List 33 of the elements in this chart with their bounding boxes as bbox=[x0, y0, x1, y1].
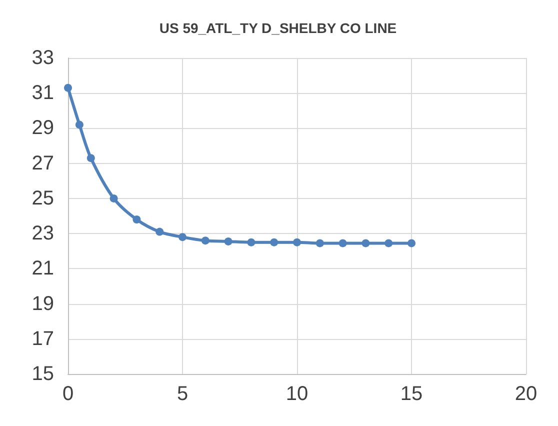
point bbox=[362, 239, 370, 248]
point bbox=[247, 238, 256, 246]
y-tick-label: 25 bbox=[32, 187, 54, 210]
y-tick-label: 29 bbox=[32, 117, 54, 140]
point bbox=[384, 239, 393, 248]
y-tick-label: 27 bbox=[32, 152, 54, 174]
y-tick-label: 17 bbox=[32, 328, 54, 350]
y-tick-label: 21 bbox=[32, 258, 54, 280]
point bbox=[316, 239, 324, 248]
point bbox=[178, 233, 186, 242]
y-tick-label: 19 bbox=[32, 292, 54, 315]
y-tick-label: 23 bbox=[32, 222, 54, 245]
point bbox=[75, 120, 84, 129]
x-tick-label: 0 bbox=[62, 383, 74, 405]
point bbox=[408, 239, 416, 248]
x-tick-label: 20 bbox=[514, 383, 538, 405]
point bbox=[64, 84, 72, 92]
chart-title: US 59_ATL_TY D_SHELBY CO LINE bbox=[159, 20, 397, 36]
point bbox=[224, 237, 232, 246]
y-tick-label: 33 bbox=[32, 47, 54, 69]
y-tick-label: 15 bbox=[32, 363, 54, 385]
x-tick-label: 5 bbox=[176, 383, 188, 405]
point bbox=[86, 154, 95, 162]
x-tick-label: 10 bbox=[286, 383, 308, 405]
point bbox=[132, 216, 141, 224]
point bbox=[201, 236, 210, 245]
y-tick-label: 31 bbox=[32, 82, 54, 104]
point bbox=[270, 238, 278, 246]
point bbox=[156, 228, 164, 236]
point bbox=[293, 238, 301, 246]
point bbox=[338, 239, 347, 248]
x-tick-label: 15 bbox=[400, 383, 423, 405]
point bbox=[110, 194, 118, 202]
